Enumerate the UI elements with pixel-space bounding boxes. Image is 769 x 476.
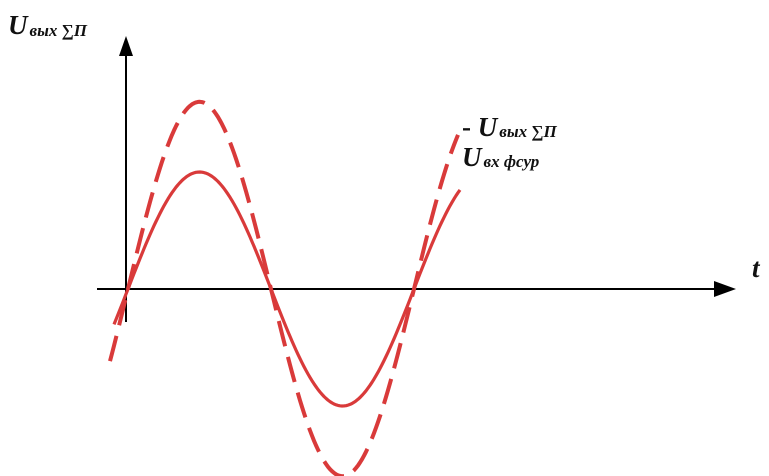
x-axis-label: t	[752, 253, 761, 283]
legend-dashed-main: U	[478, 112, 499, 142]
y-axis-label-main: U	[8, 10, 29, 40]
dashed-sine-curve	[108, 99, 460, 476]
legend-dashed-sub: вых ∑П	[499, 122, 557, 141]
solid-sine-curve	[112, 170, 462, 408]
legend-solid-sub: вх фсур	[484, 152, 540, 171]
y-axis-label-sub: вых ∑П	[30, 21, 88, 40]
x-axis-arrow	[714, 281, 736, 297]
legend-dashed-prefix: -	[462, 112, 478, 142]
y-axis-arrow	[119, 36, 133, 56]
legend-solid-main: U	[462, 142, 483, 172]
